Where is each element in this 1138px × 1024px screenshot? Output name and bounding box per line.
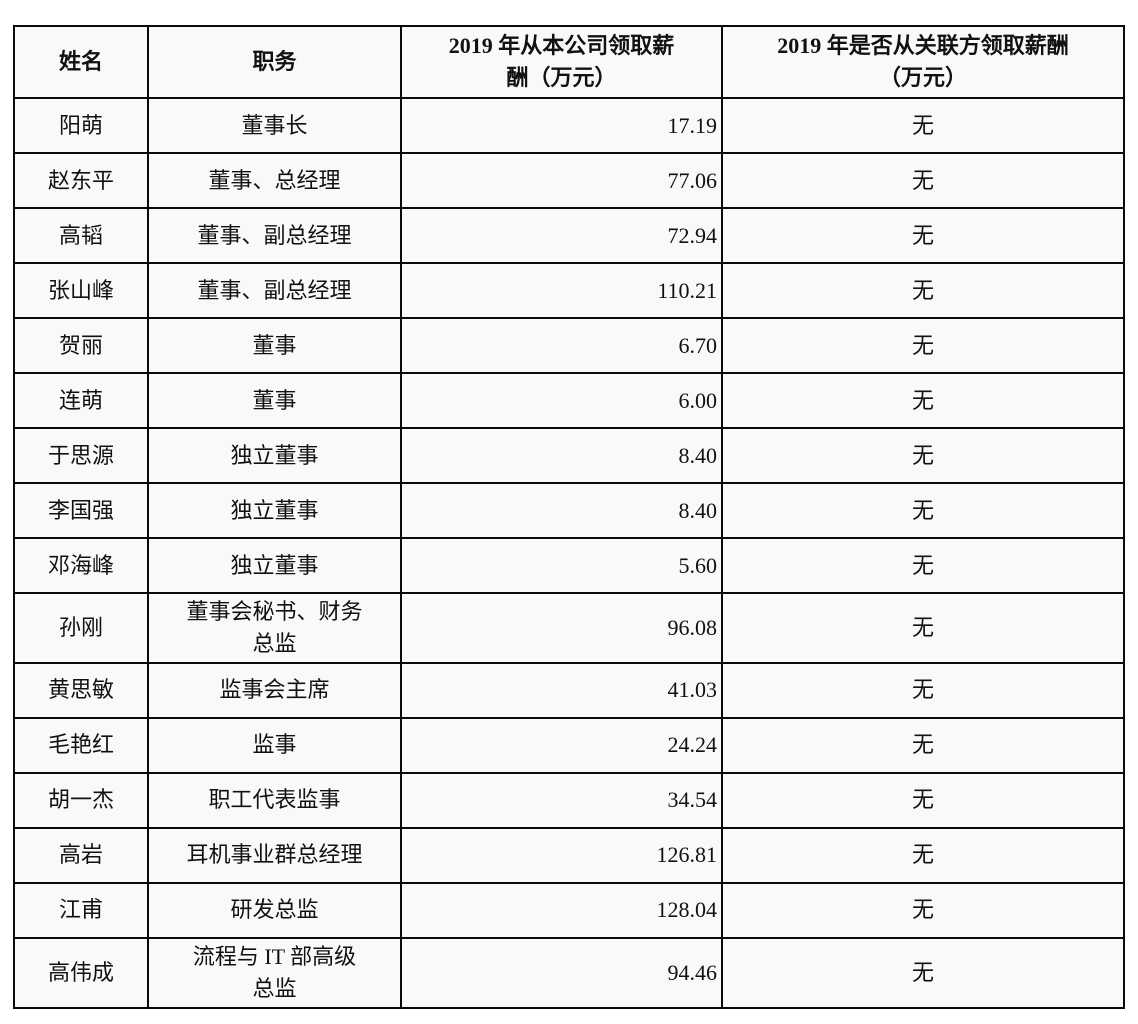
name-cell: 江甫 [13,881,149,939]
table-row: 张山峰 董事、副总经理 110.21 无 [13,262,1125,319]
table-row: 胡一杰 职工代表监事 34.54 无 [13,771,1125,829]
salary-cell: 96.08 [400,592,723,664]
title-cell: 董事、总经理 [147,152,402,209]
header-title: 职务 [147,25,402,99]
salary-cell: 6.70 [400,317,723,374]
name-cell: 高岩 [13,826,149,884]
title-cell: 独立董事 [147,482,402,539]
name-cell: 于思源 [13,427,149,484]
name-cell: 毛艳红 [13,716,149,774]
table-row: 于思源 独立董事 8.40 无 [13,427,1125,484]
salary-cell: 126.81 [400,826,723,884]
name-cell: 赵东平 [13,152,149,209]
salary-cell: 41.03 [400,661,723,719]
related-cell: 无 [721,936,1125,1009]
header-row: 姓名 职务 2019 年从本公司领取薪 酬（万元） 2019 年是否从关联方领取… [13,25,1125,99]
salary-cell: 24.24 [400,716,723,774]
salary-cell: 17.19 [400,97,723,154]
related-cell: 无 [721,207,1125,264]
table-row: 高岩 耳机事业群总经理 126.81 无 [13,826,1125,884]
name-cell: 黄思敏 [13,661,149,719]
salary-cell: 128.04 [400,881,723,939]
table-row: 贺丽 董事 6.70 无 [13,317,1125,374]
related-cell: 无 [721,97,1125,154]
name-cell: 邓海峰 [13,537,149,594]
table-row: 江甫 研发总监 128.04 无 [13,881,1125,939]
title-cell: 董事 [147,317,402,374]
title-cell: 董事、副总经理 [147,207,402,264]
title-cell: 耳机事业群总经理 [147,826,402,884]
name-cell: 阳萌 [13,97,149,154]
title-cell: 独立董事 [147,537,402,594]
name-cell: 胡一杰 [13,771,149,829]
related-cell: 无 [721,592,1125,664]
name-cell: 高韬 [13,207,149,264]
related-cell: 无 [721,482,1125,539]
related-cell: 无 [721,372,1125,429]
salary-cell: 77.06 [400,152,723,209]
title-cell: 研发总监 [147,881,402,939]
header-salary: 2019 年从本公司领取薪 酬（万元） [400,25,723,99]
title-cell: 职工代表监事 [147,771,402,829]
title-cell: 董事会秘书、财务 总监 [147,592,402,664]
related-cell: 无 [721,716,1125,774]
table-row: 阳萌 董事长 17.19 无 [13,97,1125,154]
related-cell: 无 [721,661,1125,719]
related-cell: 无 [721,881,1125,939]
salary-cell: 8.40 [400,427,723,484]
name-cell: 张山峰 [13,262,149,319]
related-cell: 无 [721,427,1125,484]
salary-cell: 110.21 [400,262,723,319]
table-row: 连萌 董事 6.00 无 [13,372,1125,429]
salary-cell: 94.46 [400,936,723,1009]
title-cell: 流程与 IT 部高级 总监 [147,936,402,1009]
table-row: 毛艳红 监事 24.24 无 [13,716,1125,774]
salary-cell: 72.94 [400,207,723,264]
salary-cell: 34.54 [400,771,723,829]
salary-cell: 5.60 [400,537,723,594]
name-cell: 高伟成 [13,936,149,1009]
table-row: 黄思敏 监事会主席 41.03 无 [13,661,1125,719]
name-cell: 李国强 [13,482,149,539]
table-row: 高韬 董事、副总经理 72.94 无 [13,207,1125,264]
table-row: 孙刚 董事会秘书、财务 总监 96.08 无 [13,592,1125,664]
title-cell: 监事会主席 [147,661,402,719]
title-cell: 董事、副总经理 [147,262,402,319]
title-cell: 独立董事 [147,427,402,484]
related-cell: 无 [721,826,1125,884]
related-cell: 无 [721,771,1125,829]
title-cell: 监事 [147,716,402,774]
name-cell: 贺丽 [13,317,149,374]
related-cell: 无 [721,317,1125,374]
table-row: 李国强 独立董事 8.40 无 [13,482,1125,539]
related-cell: 无 [721,537,1125,594]
title-cell: 董事 [147,372,402,429]
name-cell: 连萌 [13,372,149,429]
related-cell: 无 [721,262,1125,319]
table-row: 邓海峰 独立董事 5.60 无 [13,537,1125,594]
name-cell: 孙刚 [13,592,149,664]
related-cell: 无 [721,152,1125,209]
table-row: 高伟成 流程与 IT 部高级 总监 94.46 无 [13,936,1125,1009]
header-name: 姓名 [13,25,149,99]
salary-cell: 6.00 [400,372,723,429]
compensation-table: 姓名 职务 2019 年从本公司领取薪 酬（万元） 2019 年是否从关联方领取… [13,25,1125,1009]
table-body: 阳萌 董事长 17.19 无赵东平 董事、总经理 77.06 无高韬 董事、副总经理 72.94… [13,97,1125,1009]
table-row: 赵东平 董事、总经理 77.06 无 [13,152,1125,209]
title-cell: 董事长 [147,97,402,154]
header-related-salary: 2019 年是否从关联方领取薪酬 （万元） [721,25,1125,99]
salary-cell: 8.40 [400,482,723,539]
